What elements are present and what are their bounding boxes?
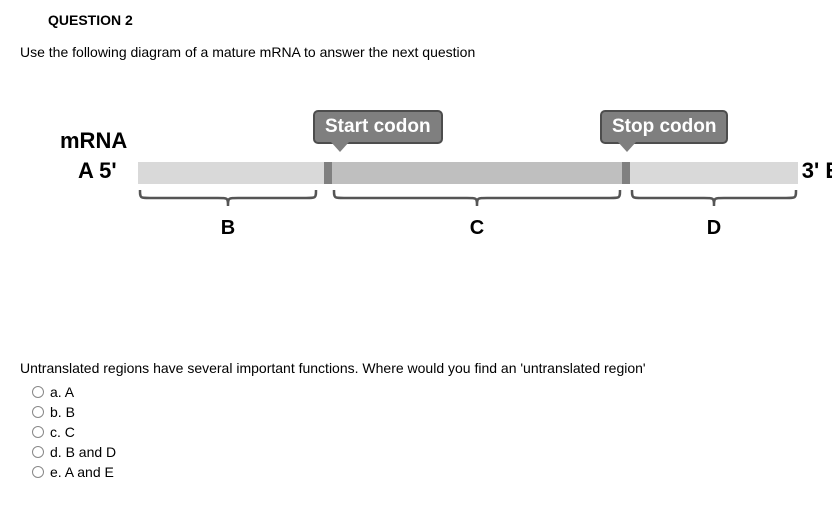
stop-codon-callout: Stop codon <box>600 110 728 144</box>
radio-icon[interactable] <box>32 406 44 418</box>
options-group: a. A b. B c. C d. B and D e. A and E <box>20 382 832 482</box>
option-label: b. B <box>50 404 75 420</box>
radio-icon[interactable] <box>32 446 44 458</box>
five-prime-label: A 5' <box>78 158 117 184</box>
three-prime-label: 3' E <box>802 158 832 184</box>
seg-b-light <box>138 162 324 184</box>
mrna-label: mRNA <box>60 128 127 154</box>
sub-question-text: Untranslated regions have several import… <box>20 360 832 376</box>
radio-icon[interactable] <box>32 426 44 438</box>
start-codon-callout: Start codon <box>313 110 443 144</box>
brace-label-d: D <box>630 217 798 240</box>
option-row[interactable]: d. B and D <box>32 442 832 462</box>
option-label: e. A and E <box>50 464 114 480</box>
start-codon-text: Start codon <box>325 116 431 137</box>
stop-codon-text: Stop codon <box>612 116 716 137</box>
option-label: a. A <box>50 384 74 400</box>
marker-stop <box>622 162 630 184</box>
radio-icon[interactable] <box>32 386 44 398</box>
marker-start <box>324 162 332 184</box>
question-header: QUESTION 2 <box>48 12 832 28</box>
option-row[interactable]: b. B <box>32 402 832 422</box>
mrna-bar <box>138 162 798 184</box>
radio-icon[interactable] <box>32 466 44 478</box>
option-row[interactable]: a. A <box>32 382 832 402</box>
brace-label-c: C <box>332 217 622 240</box>
mrna-diagram: mRNA A 5' 3' E Start codon Stop codon B … <box>30 110 830 260</box>
option-row[interactable]: e. A and E <box>32 462 832 482</box>
brace-b: B <box>138 190 318 240</box>
option-label: c. C <box>50 424 75 440</box>
seg-d-light <box>630 162 798 184</box>
brace-label-b: B <box>138 217 318 240</box>
brace-d: D <box>630 190 798 240</box>
brace-c: C <box>332 190 622 240</box>
seg-c-mid <box>332 162 622 184</box>
option-label: d. B and D <box>50 444 116 460</box>
question-instruction: Use the following diagram of a mature mR… <box>20 44 832 60</box>
option-row[interactable]: c. C <box>32 422 832 442</box>
